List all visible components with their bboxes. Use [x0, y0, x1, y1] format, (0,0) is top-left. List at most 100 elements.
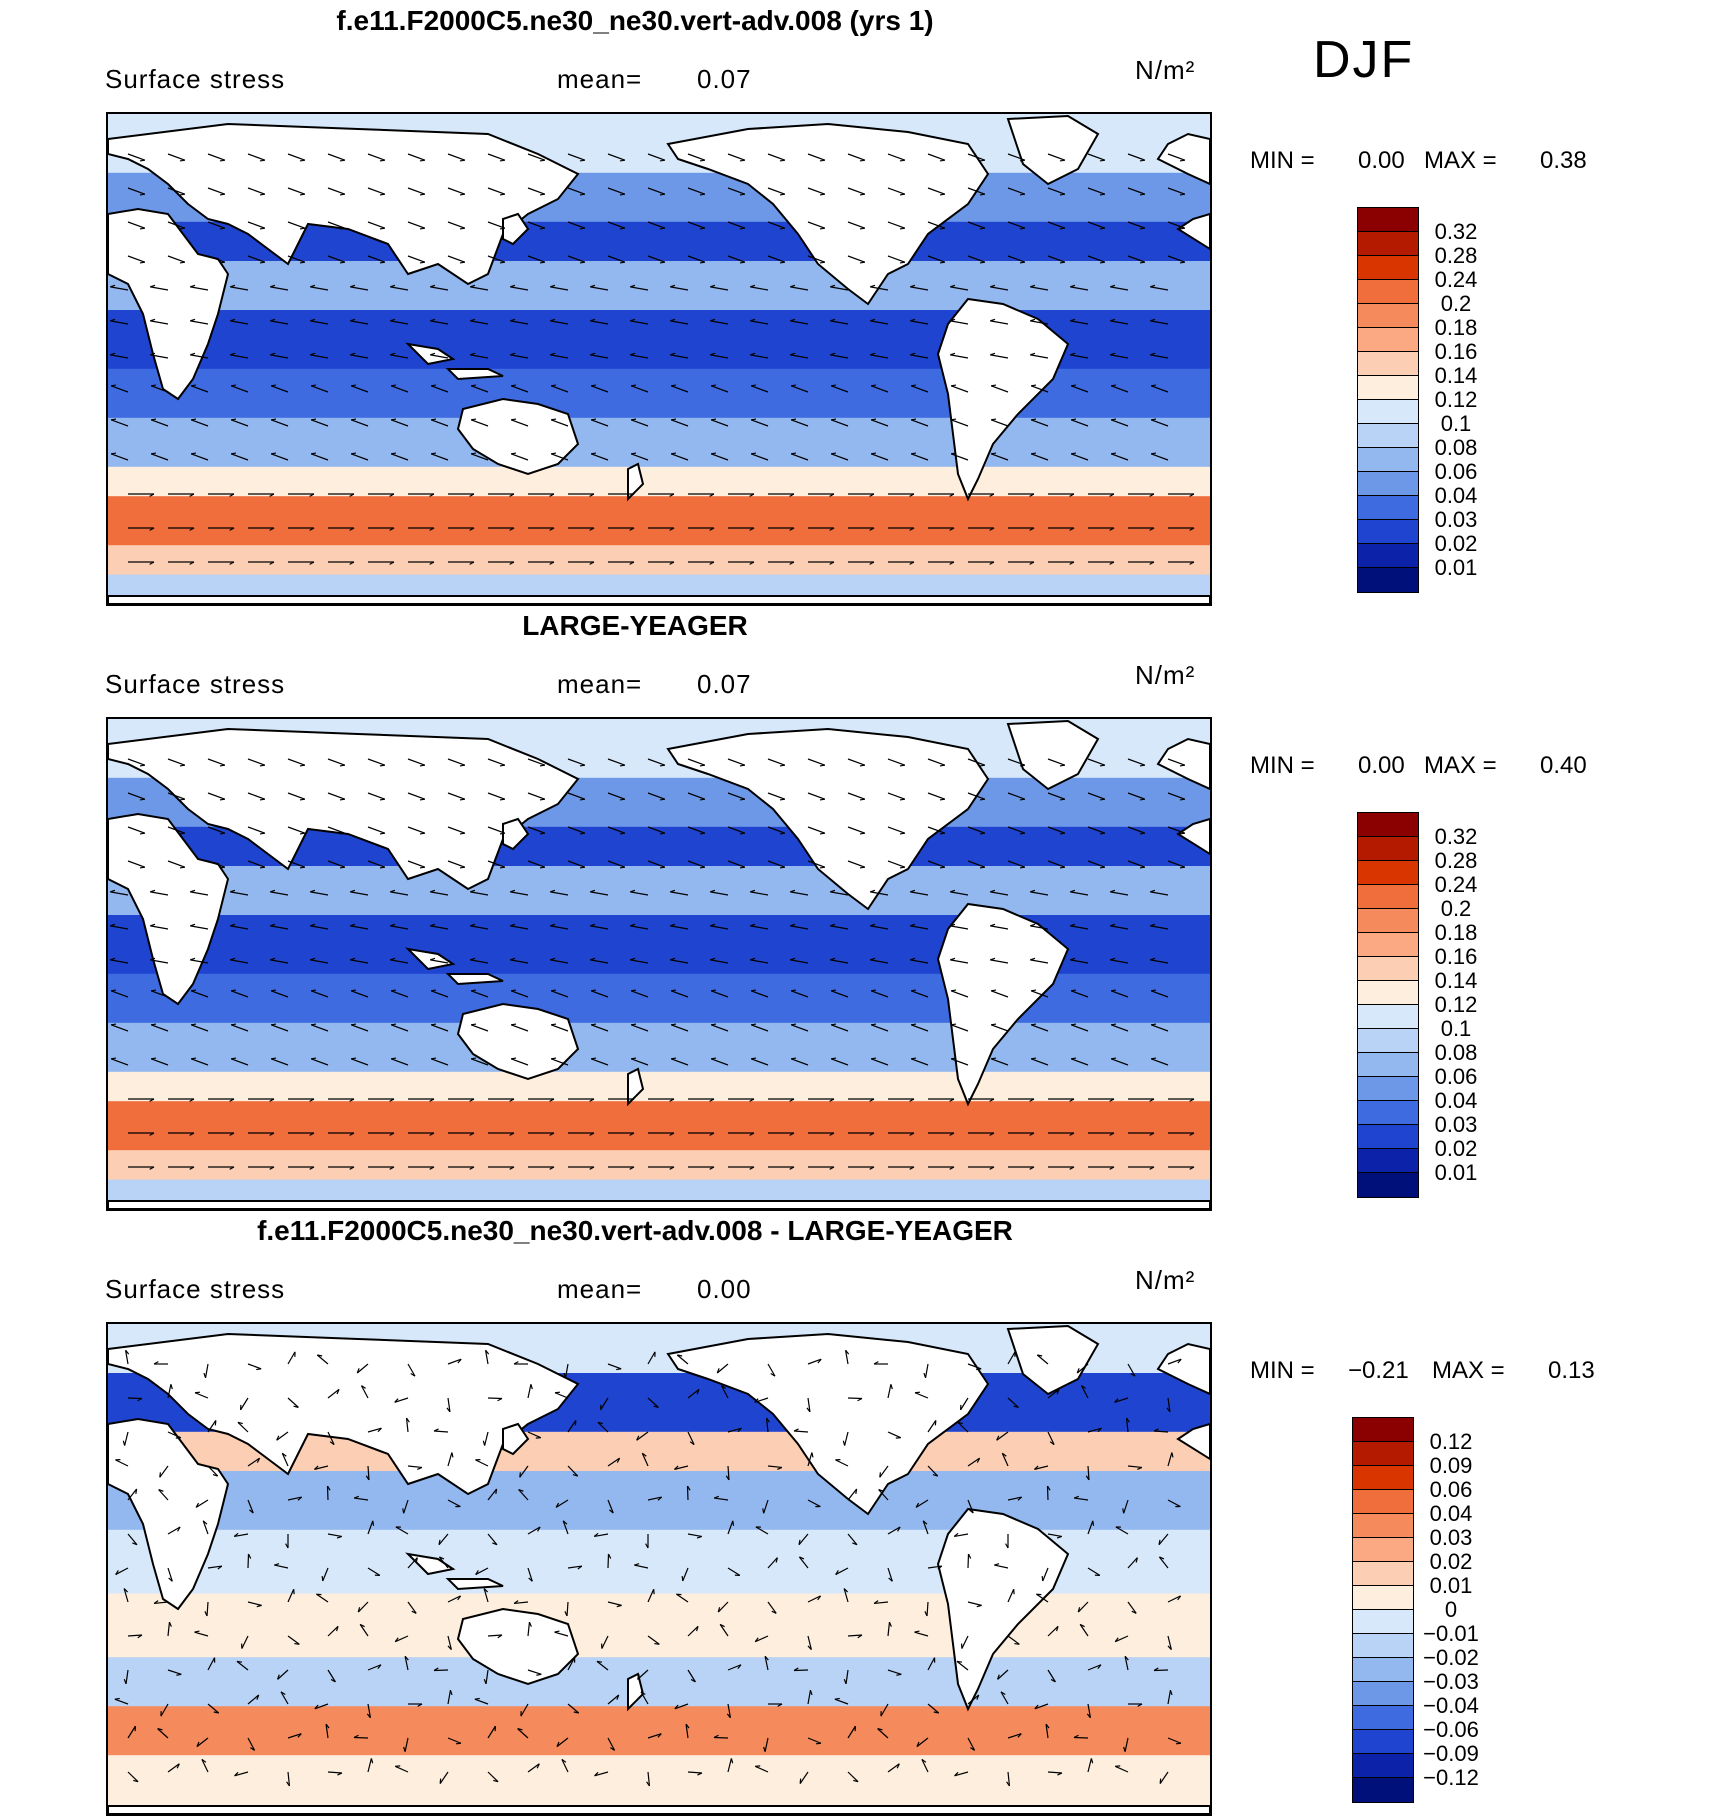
stress-vector	[1007, 187, 1026, 195]
stress-vector	[847, 187, 866, 195]
stress-vector	[990, 453, 1009, 461]
stress-vector-head	[459, 832, 466, 835]
stress-vector-head	[819, 261, 826, 264]
stress-vector-head	[950, 923, 956, 927]
stress-vector	[670, 1024, 689, 1032]
stress-vector	[687, 255, 706, 263]
stress-vector-head	[233, 1532, 239, 1537]
stress-vector-head	[1037, 1354, 1043, 1357]
stress-vector	[1030, 453, 1049, 461]
colorbar-swatch	[1353, 1442, 1413, 1466]
colorbar-tick-label: 0.32	[1434, 824, 1478, 849]
stress-vector	[1045, 1724, 1049, 1739]
stress-vector	[1007, 1496, 1022, 1501]
stress-vector-head	[349, 1098, 355, 1102]
stress-vector	[807, 1690, 812, 1705]
stress-vector-head	[280, 1691, 286, 1695]
stress-vector	[590, 453, 609, 461]
stress-vector-head	[870, 452, 877, 455]
stress-vector	[287, 1635, 300, 1645]
stress-vector	[567, 860, 586, 868]
stress-vector-head	[779, 798, 786, 801]
stress-vector-head	[739, 227, 746, 230]
stress-vector-head	[150, 989, 157, 992]
stress-vector	[830, 959, 849, 964]
stress-vector	[114, 1698, 129, 1705]
stress-vector-head	[899, 866, 906, 869]
stress-vector	[236, 1660, 249, 1671]
stress-vector	[1115, 1526, 1129, 1535]
stress-vector-head	[670, 418, 677, 421]
stress-vector-head	[230, 1057, 237, 1060]
stress-vector	[1087, 792, 1106, 800]
stress-vector	[807, 1635, 812, 1650]
stress-vector	[1087, 187, 1106, 195]
stress-vector	[484, 1431, 489, 1446]
stress-vector	[350, 286, 369, 291]
stress-vector	[727, 187, 746, 195]
stress-vector	[439, 1771, 449, 1784]
colorbar-tick-label: 0.18	[1434, 315, 1478, 340]
stress-vector-head	[269, 1098, 275, 1102]
stress-vector	[710, 320, 729, 325]
stress-vector	[717, 1601, 729, 1613]
season-label: DJF	[1313, 31, 1415, 89]
stress-vector-head	[510, 384, 517, 387]
stress-vector-head	[299, 159, 306, 162]
stress-vector	[407, 1557, 418, 1569]
stress-vector-head	[819, 227, 826, 230]
stress-vector-head	[950, 1057, 957, 1060]
stress-vector-head	[779, 227, 786, 230]
stress-vector-head	[1150, 384, 1157, 387]
stress-vector	[167, 1622, 171, 1637]
stress-vector-head	[670, 318, 676, 322]
stress-vector-head	[853, 1779, 859, 1783]
stress-vector-head	[470, 889, 476, 893]
stress-vector-head	[519, 1472, 522, 1478]
stress-vector-head	[950, 318, 956, 322]
stress-vector-head	[1070, 989, 1077, 992]
stress-vector-head	[139, 261, 146, 264]
stress-vector	[327, 1533, 342, 1538]
stress-vector-head	[719, 1623, 725, 1628]
stress-vector	[1079, 1624, 1089, 1637]
stress-vector	[202, 1520, 209, 1535]
stress-vector	[887, 1669, 902, 1675]
stress-vector	[687, 1771, 703, 1774]
stress-vector	[310, 1058, 329, 1066]
stress-vector-head	[713, 1495, 720, 1499]
stress-vector-head	[310, 957, 316, 961]
stress-vector-head	[150, 352, 156, 356]
stress-vector-head	[549, 1098, 555, 1102]
stress-vector-head	[270, 418, 277, 421]
stress-vector	[594, 1533, 609, 1538]
stress-vector	[710, 1058, 729, 1066]
stress-vector	[1007, 758, 1026, 766]
stress-vector-head	[572, 1474, 578, 1477]
stress-vector-head	[550, 1023, 557, 1026]
stress-vector-head	[989, 1098, 995, 1102]
stress-vector	[1110, 453, 1129, 461]
stress-vector-head	[190, 384, 197, 387]
stress-vector	[1167, 758, 1186, 766]
colorbar-swatch	[1353, 1634, 1413, 1658]
stress-vector	[647, 1635, 660, 1645]
stress-vector-head	[459, 261, 466, 264]
stress-vector-head	[390, 352, 396, 356]
stress-vector-head	[110, 284, 116, 288]
stress-vector	[807, 221, 826, 229]
stress-vector-head	[899, 764, 906, 767]
stress-vector-head	[1149, 493, 1155, 497]
stress-vector-head	[390, 284, 396, 288]
stress-vector	[887, 187, 906, 195]
stress-vector	[470, 891, 489, 896]
stress-vector	[956, 1660, 969, 1671]
stress-vector	[870, 286, 889, 291]
stress-vector-head	[1189, 493, 1195, 497]
stress-vector-head	[914, 1630, 920, 1633]
stress-vector-head	[517, 1728, 523, 1731]
stress-vector-head	[294, 1642, 300, 1645]
stress-vector-head	[150, 957, 156, 961]
stress-vector	[887, 153, 906, 161]
stress-vector-head	[1030, 957, 1036, 961]
